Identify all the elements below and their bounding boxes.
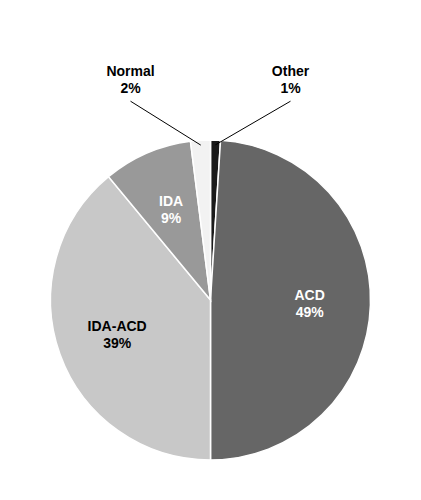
labels: Other1% ACD49% IDA-ACD39% IDA9% Normal2% [88, 63, 325, 350]
category-label: IDA-ACD [88, 318, 147, 334]
category-label: ACD [294, 287, 324, 303]
chart: Other1% ACD49% IDA-ACD39% IDA9% Normal2% [0, 0, 421, 500]
leader-line [215, 101, 290, 145]
slice-label: Other1% [272, 63, 310, 96]
value-label: 39% [103, 335, 132, 351]
leader-line [131, 101, 201, 145]
pie-slice [190, 140, 210, 300]
slice-label: IDA9% [159, 193, 183, 226]
pie-slice [211, 140, 371, 460]
category-label: IDA [159, 193, 183, 209]
value-label: 2% [120, 80, 141, 96]
slice-label: Normal2% [106, 63, 154, 96]
value-label: 9% [161, 210, 182, 226]
category-label: Normal [106, 63, 154, 79]
slice-label: IDA-ACD39% [88, 318, 147, 351]
value-label: 49% [296, 304, 325, 320]
value-label: 1% [280, 80, 301, 96]
category-label: Other [272, 63, 310, 79]
slices [51, 140, 371, 460]
slice-label: ACD49% [294, 287, 324, 320]
